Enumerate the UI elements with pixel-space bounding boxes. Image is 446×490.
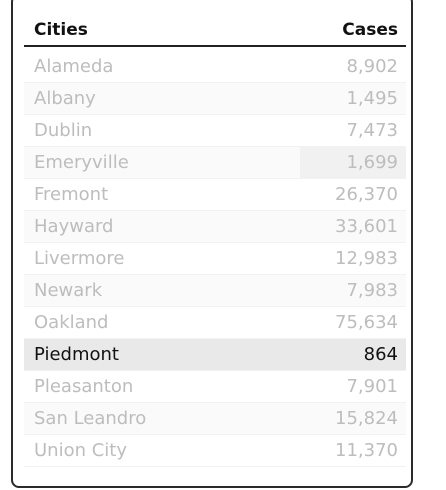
cases-cell: 12,983 [335, 248, 398, 269]
cases-cell: 864 [363, 344, 398, 365]
cases-cell: 7,983 [346, 280, 398, 301]
table-row[interactable]: Hayward 33,601 [24, 211, 406, 243]
city-cell: Fremont [34, 184, 109, 205]
city-cell: Hayward [34, 216, 114, 237]
city-cell: Newark [34, 280, 103, 301]
table-row[interactable]: Alameda 8,902 [24, 51, 406, 83]
cases-cell: 1,699 [346, 152, 398, 173]
cases-cell: 75,634 [335, 312, 398, 333]
city-cell: Emeryville [34, 152, 129, 173]
city-cell: Pleasanton [34, 376, 134, 397]
table-row[interactable]: Pleasanton 7,901 [24, 371, 406, 403]
city-cell: Livermore [34, 248, 125, 269]
hover-cell-highlight [300, 147, 406, 178]
cases-cell: 7,901 [346, 376, 398, 397]
table-row[interactable]: Dublin 7,473 [24, 115, 406, 147]
table-row[interactable]: Fremont 26,370 [24, 179, 406, 211]
cases-cell: 26,370 [335, 184, 398, 205]
column-header-cities[interactable]: Cities [34, 19, 88, 40]
city-cell: Alameda [34, 56, 114, 77]
city-cell: Albany [34, 88, 96, 109]
cases-cell: 11,370 [335, 440, 398, 461]
cases-cell: 1,495 [346, 88, 398, 109]
table-header: Cities Cases [24, 14, 406, 47]
cases-cell: 8,902 [346, 56, 398, 77]
table-row[interactable]: San Leandro 15,824 [24, 403, 406, 435]
table-row[interactable]: Albany 1,495 [24, 83, 406, 115]
table-row-selected[interactable]: Piedmont 864 [24, 339, 406, 371]
city-cell: Dublin [34, 120, 93, 141]
city-cell: San Leandro [34, 408, 147, 429]
cases-cell: 7,473 [346, 120, 398, 141]
table-row[interactable]: Emeryville 1,699 [24, 147, 406, 179]
column-header-cases[interactable]: Cases [342, 19, 398, 40]
cases-cell: 15,824 [335, 408, 398, 429]
table-row[interactable]: Newark 7,983 [24, 275, 406, 307]
city-cell: Union City [34, 440, 128, 461]
table-visual-card: Cities Cases Alameda 8,902 Albany 1,495 … [11, 0, 413, 488]
city-cell: Piedmont [34, 344, 119, 365]
cases-table: Cities Cases Alameda 8,902 Albany 1,495 … [24, 14, 406, 467]
table-row[interactable]: Livermore 12,983 [24, 243, 406, 275]
table-row[interactable]: Union City 11,370 [24, 435, 406, 467]
table-body: Alameda 8,902 Albany 1,495 Dublin 7,473 … [24, 51, 406, 467]
table-row[interactable]: Oakland 75,634 [24, 307, 406, 339]
cases-cell: 33,601 [335, 216, 398, 237]
city-cell: Oakland [34, 312, 109, 333]
